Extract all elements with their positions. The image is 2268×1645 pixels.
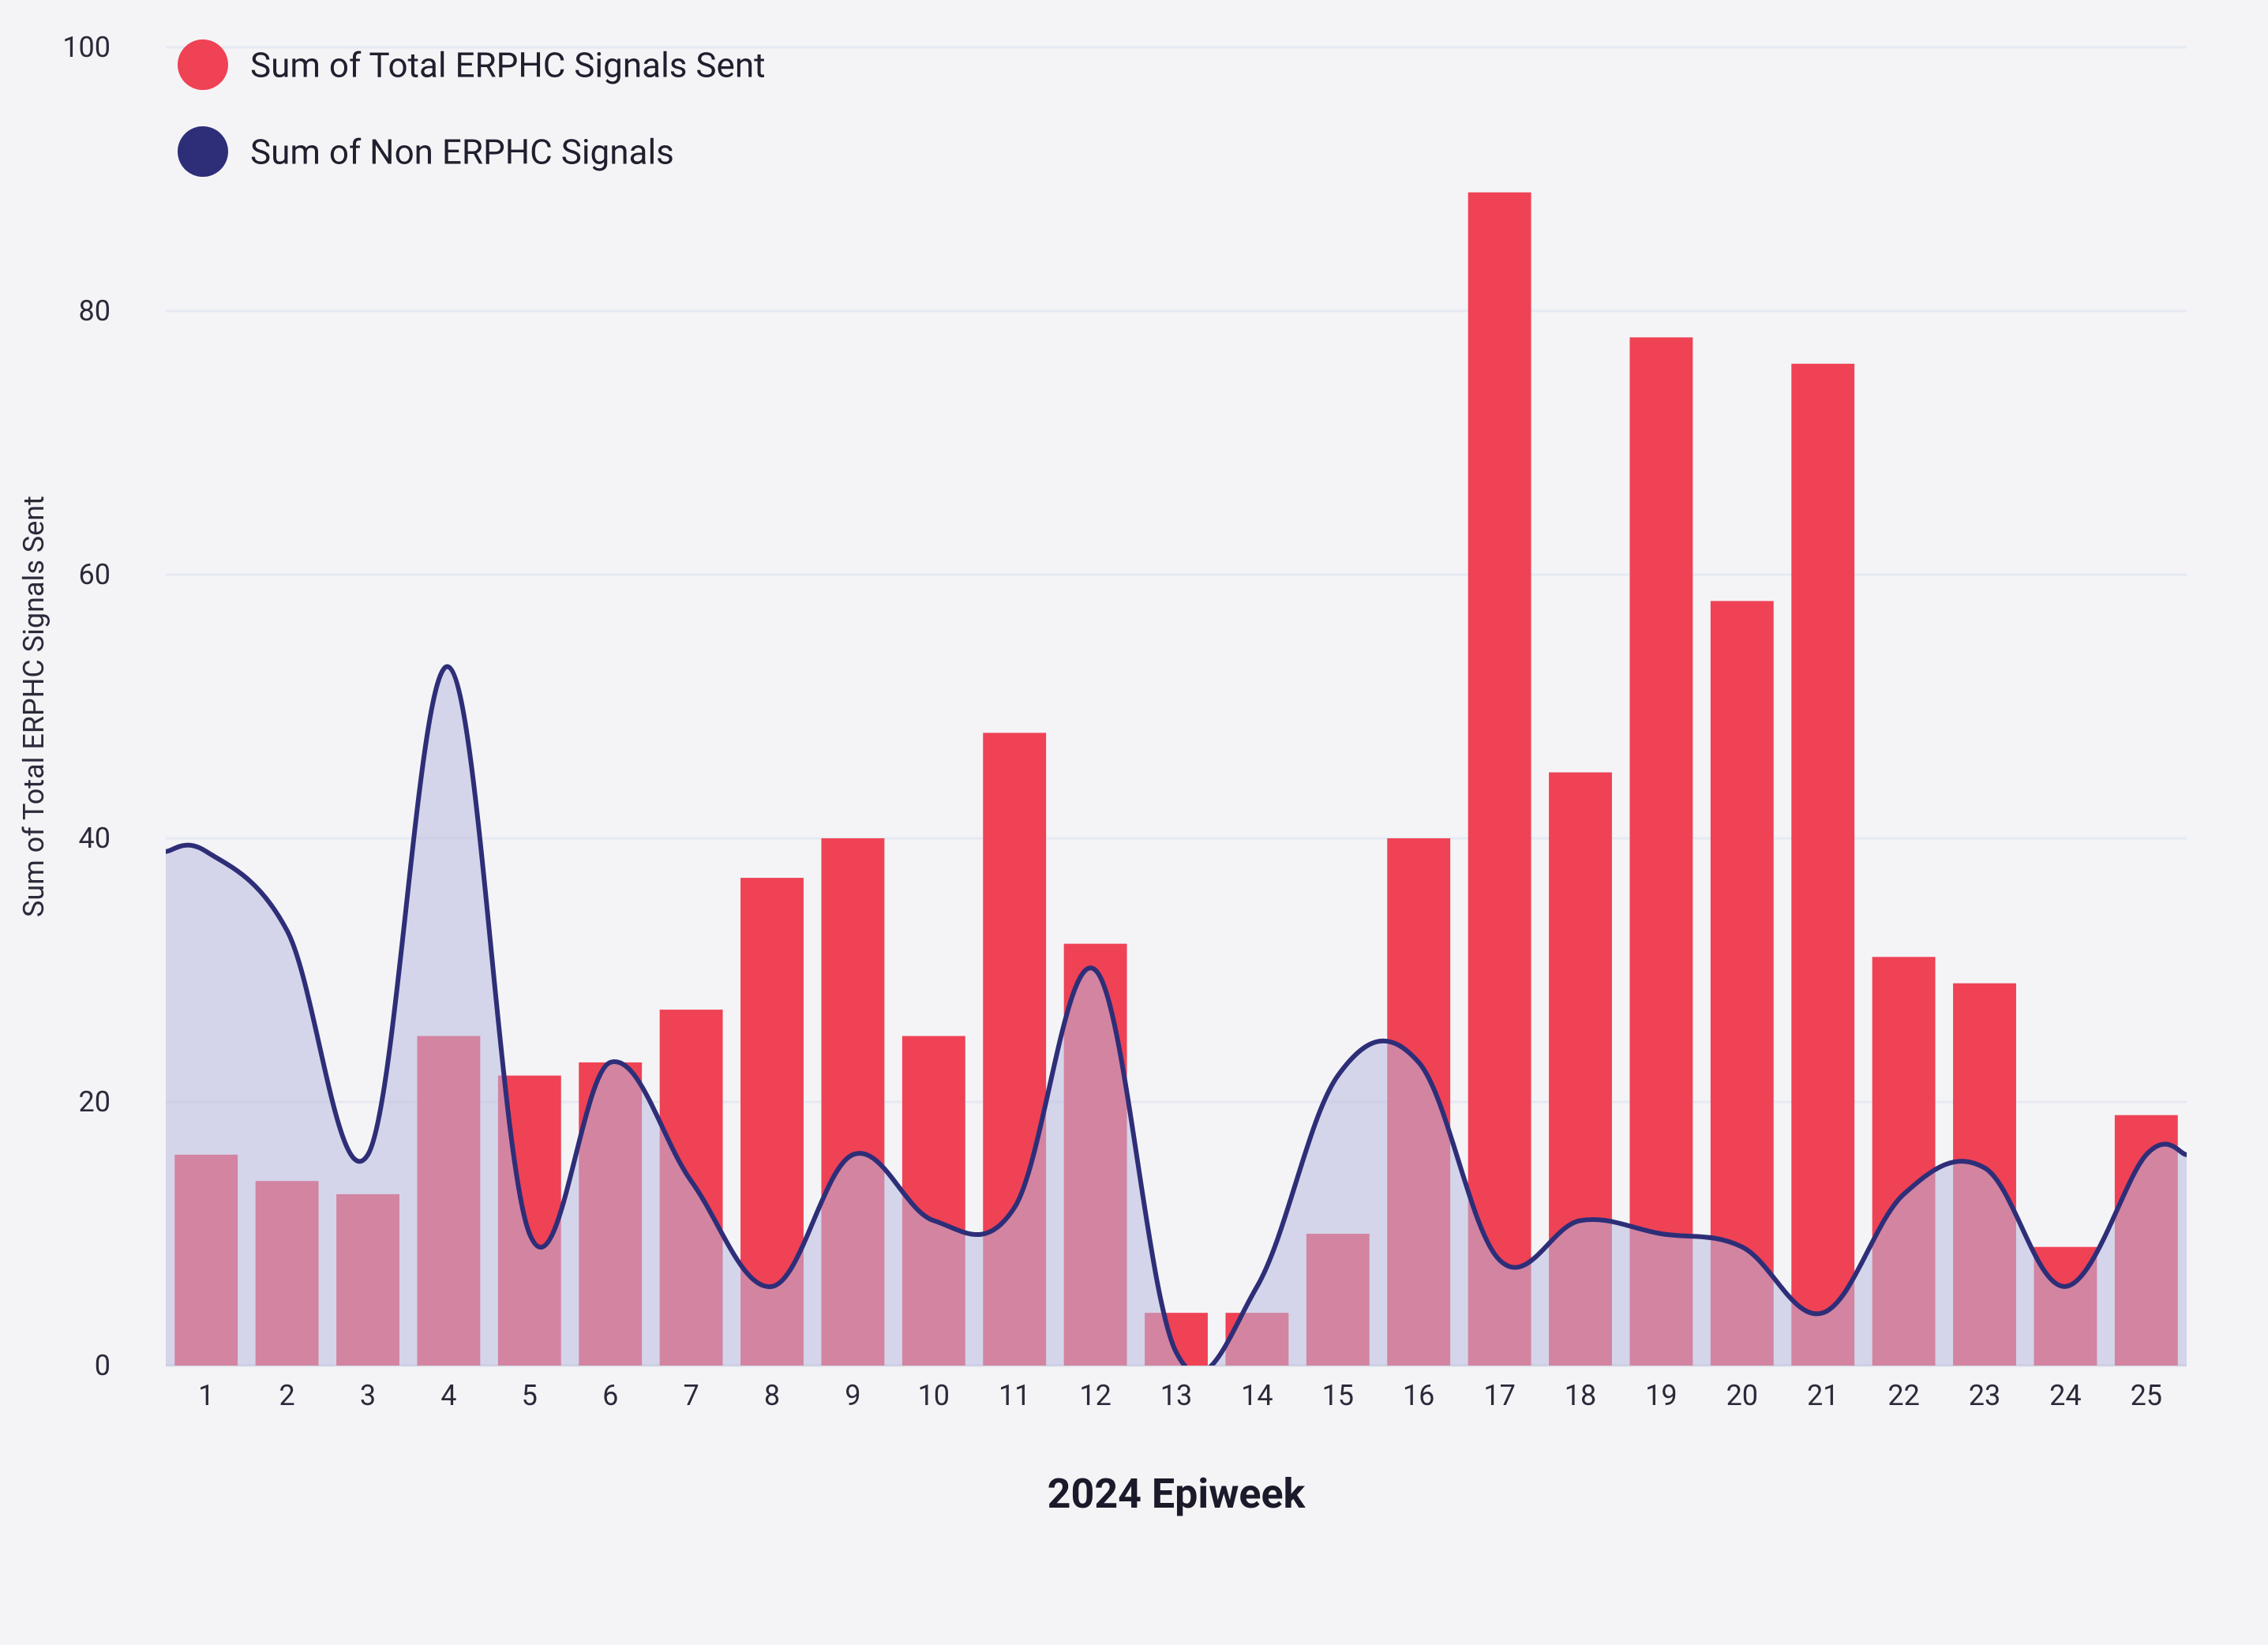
y-tick-label: 40 [79,822,111,855]
x-tick-label: 10 [918,1379,950,1412]
y-tick-label: 0 [95,1349,111,1382]
x-tick-label: 21 [1807,1379,1839,1412]
x-tick-label: 18 [1565,1379,1596,1412]
x-tick-label: 24 [2049,1379,2081,1412]
x-tick-label: 17 [1483,1379,1515,1412]
bar [1468,193,1531,1366]
y-tick-label: 100 [62,31,111,64]
x-tick-label: 8 [764,1379,780,1412]
y-tick-label: 60 [79,558,111,591]
x-axis-title: 2024 Epiweek [1048,1470,1306,1518]
y-tick-label: 20 [79,1085,111,1119]
x-tick-label: 2 [279,1379,294,1412]
legend-swatch [178,126,228,177]
x-tick-label: 14 [1241,1379,1273,1412]
x-tick-label: 23 [1969,1379,2000,1412]
x-tick-label: 19 [1645,1379,1677,1412]
x-tick-label: 1 [198,1379,214,1412]
x-tick-label: 25 [2131,1379,2162,1412]
legend-swatch [178,39,228,90]
x-tick-label: 15 [1322,1379,1354,1412]
legend-label: Sum of Non ERPHC Signals [250,131,674,172]
x-tick-label: 22 [1888,1379,1919,1412]
x-tick-label: 12 [1079,1379,1111,1412]
erphc-signals-chart: 0204060801001234567891011121314151617181… [0,0,2268,1645]
bar [1629,337,1693,1366]
x-tick-label: 4 [440,1379,456,1412]
x-tick-label: 13 [1160,1379,1192,1412]
x-tick-label: 3 [360,1379,376,1412]
bar [1791,364,1854,1366]
x-tick-label: 11 [999,1379,1030,1412]
x-tick-label: 9 [845,1379,860,1412]
x-tick-label: 16 [1403,1379,1434,1412]
x-tick-label: 5 [522,1379,538,1412]
x-tick-label: 7 [683,1379,699,1412]
y-axis-title: Sum of Total ERPHC Signals Sent [17,496,51,917]
x-tick-label: 20 [1726,1379,1758,1412]
legend-label: Sum of Total ERPHC Signals Sent [250,44,766,85]
y-tick-label: 80 [79,294,111,328]
chart-svg: 0204060801001234567891011121314151617181… [0,0,2268,1645]
x-tick-label: 6 [602,1379,618,1412]
